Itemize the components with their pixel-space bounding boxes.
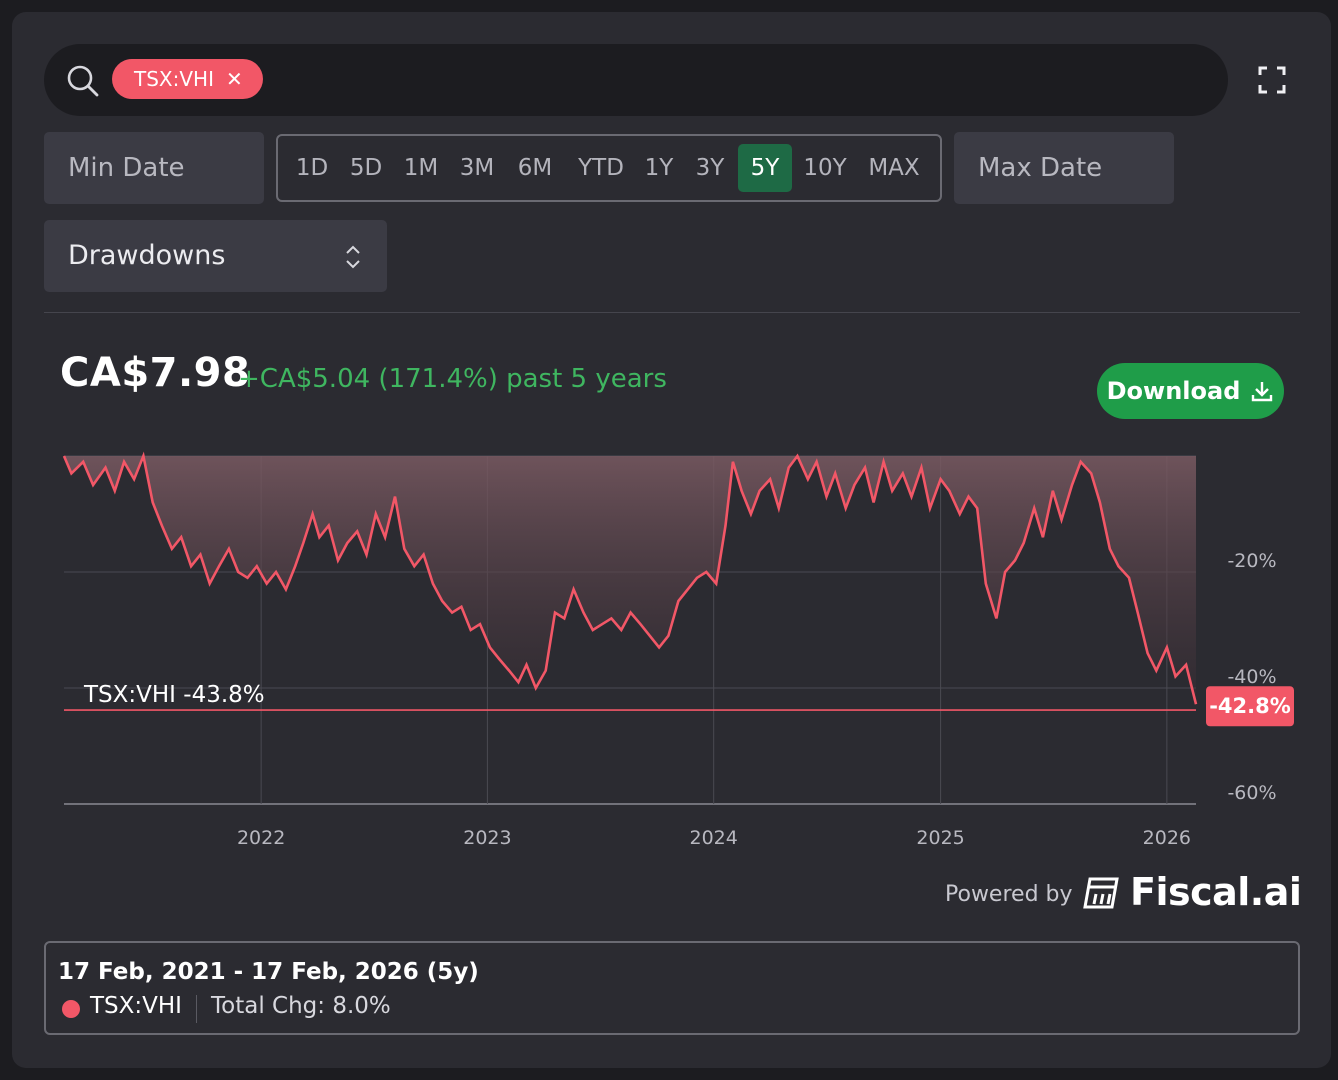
range-3m[interactable]: 3M	[459, 155, 495, 181]
metric-select-value: Drawdowns	[68, 240, 226, 271]
search-bar[interactable]: TSX:VHI ✕	[44, 44, 1228, 116]
chart-panel: TSX:VHI ✕ Min Date 1D 5D 1M 3M 6M YTD 1Y…	[12, 12, 1331, 1068]
download-label: Download	[1106, 377, 1241, 405]
brand-name: Fiscal.ai	[1130, 870, 1302, 914]
x-tick-label: 2023	[463, 827, 511, 849]
range-selector: 1D 5D 1M 3M 6M YTD 1Y 3Y 5Y 10Y MAX	[276, 134, 942, 202]
fullscreen-icon[interactable]	[1258, 66, 1286, 94]
range-5d[interactable]: 5D	[349, 155, 383, 181]
last-value-badge: -42.8%	[1206, 686, 1294, 727]
ticker-chip[interactable]: TSX:VHI ✕	[112, 59, 263, 99]
price-change: +CA$5.04 (171.4%) past 5 years	[238, 364, 667, 394]
drawdown-area	[64, 456, 1196, 705]
x-tick-label: 2026	[1143, 827, 1191, 849]
range-ytd[interactable]: YTD	[578, 155, 624, 181]
min-date-input[interactable]: Min Date	[44, 132, 264, 204]
powered-by: Powered by	[945, 882, 1073, 907]
x-tick-label: 2025	[916, 827, 964, 849]
search-icon[interactable]	[66, 64, 100, 98]
threshold-label: TSX:VHI -43.8%	[83, 682, 265, 708]
fiscal-logo-icon	[1083, 877, 1119, 909]
series-dot	[62, 1000, 80, 1018]
drawdown-chart: TSX:VHI -43.8% -42.8% -20%-40%-60% 2022 2…	[62, 451, 1294, 849]
metric-select[interactable]: Drawdowns	[44, 220, 387, 292]
chevron-updown-icon	[346, 245, 360, 269]
x-tick-label: 2022	[237, 827, 285, 849]
range-max[interactable]: MAX	[868, 155, 920, 181]
divider	[44, 312, 1300, 313]
ticker-chip-label: TSX:VHI	[134, 67, 214, 91]
summary-box: 17 Feb, 2021 - 17 Feb, 2026 (5y) TSX:VHI…	[44, 941, 1300, 1035]
range-10y[interactable]: 10Y	[803, 155, 847, 181]
y-tick-label: -20%	[1227, 550, 1276, 572]
summary-range: 17 Feb, 2021 - 17 Feb, 2026 (5y)	[58, 959, 479, 985]
y-axis: -20% -40% -60%	[1227, 550, 1276, 804]
x-axis: 2022 2023 2024 2025 2026	[237, 827, 1191, 849]
summary-separator	[196, 995, 197, 1023]
max-date-input[interactable]: Max Date	[954, 132, 1174, 204]
drawdown-line	[62, 451, 1198, 705]
y-tick-label: -60%	[1227, 782, 1276, 804]
price: CA$7.98	[60, 350, 251, 396]
x-tick-label: 2024	[690, 827, 738, 849]
range-6m[interactable]: 6M	[517, 155, 553, 181]
download-button[interactable]: Download	[1097, 363, 1284, 419]
download-icon	[1252, 382, 1273, 402]
y-tick-label: -40%	[1227, 666, 1276, 688]
range-3y[interactable]: 3Y	[695, 155, 725, 181]
last-value-label: -42.8%	[1209, 694, 1291, 718]
remove-chip-icon[interactable]: ✕	[225, 67, 243, 91]
range-1d[interactable]: 1D	[295, 155, 329, 181]
range-1y[interactable]: 1Y	[644, 155, 674, 181]
range-1m[interactable]: 1M	[403, 155, 439, 181]
summary-total-change: Total Chg: 8.0%	[211, 993, 391, 1019]
range-5y[interactable]: 5Y	[738, 144, 792, 192]
summary-ticker: TSX:VHI	[90, 993, 182, 1019]
